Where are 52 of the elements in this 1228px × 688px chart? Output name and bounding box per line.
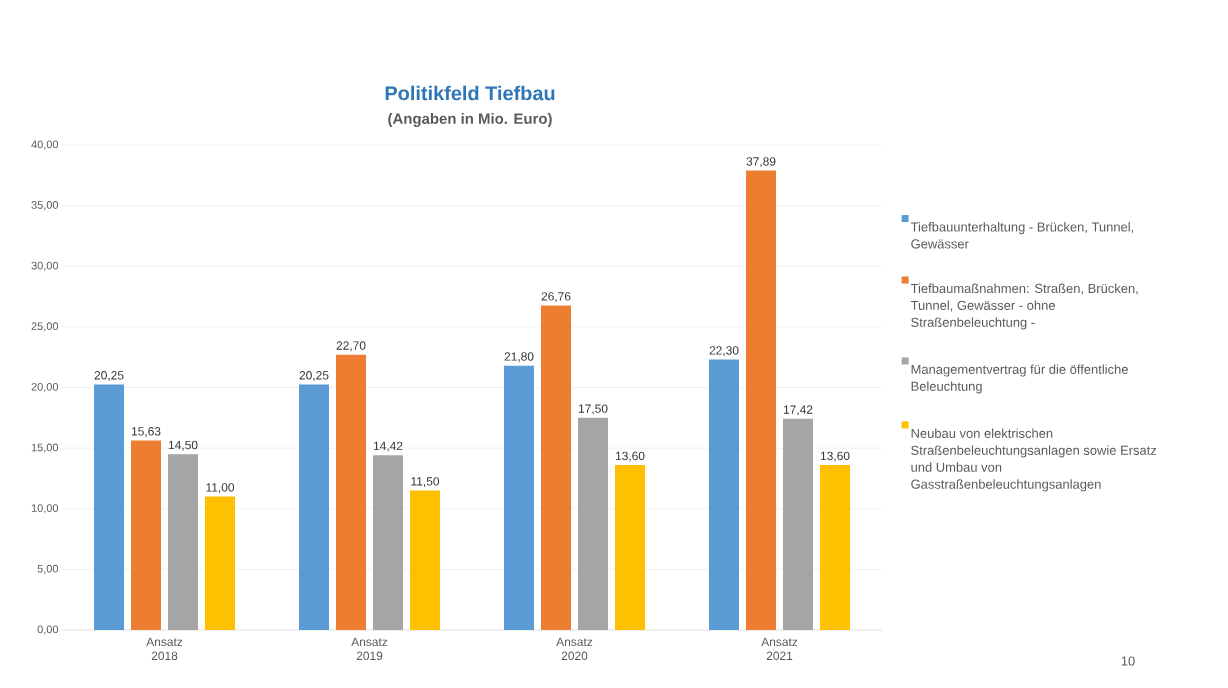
y-tick-label: 0,00 <box>37 625 59 635</box>
data-label: 11,50 <box>411 477 440 488</box>
y-tick-label: 30,00 <box>31 261 59 271</box>
bar <box>410 490 441 630</box>
legend-label: Tiefbauunterhaltung - Brücken, Tunnel, Gewässer <box>910 222 1134 249</box>
data-label: 20,25 <box>94 371 124 381</box>
bar <box>578 417 609 630</box>
chart-subtitle: (Angaben in Mio. Euro) <box>388 112 552 127</box>
bar <box>746 170 777 630</box>
y-tick-label: 10,00 <box>31 504 59 514</box>
data-label: 15,63 <box>131 427 161 437</box>
data-label: 20,25 <box>299 371 329 381</box>
y-tick-label: 15,00 <box>31 443 59 453</box>
x-tick-label: Ansatz 2018 <box>146 637 183 661</box>
data-label: 13,60 <box>820 451 850 462</box>
x-tick-label: Ansatz 2020 <box>556 637 593 661</box>
bar <box>709 359 740 630</box>
y-tick-label: 5,00 <box>37 564 59 574</box>
data-label: 14,42 <box>373 441 403 452</box>
bar <box>299 384 330 630</box>
data-label: 21,80 <box>504 352 534 363</box>
bar <box>131 440 162 630</box>
y-tick-label: 20,00 <box>31 382 59 393</box>
y-tick-label: 40,00 <box>31 140 59 150</box>
text: 10 <box>1121 656 1135 666</box>
bar <box>373 455 404 630</box>
bar <box>615 465 646 630</box>
legend-label: Managementvertrag für die öffentliche Beleuchtung <box>911 364 1128 394</box>
x-tick-label: Ansatz 2019 <box>351 637 388 661</box>
data-label: 13,60 <box>615 451 645 462</box>
data-label: 22,30 <box>709 346 739 357</box>
bar <box>541 305 572 630</box>
bar <box>504 365 535 630</box>
legend-label: Neubau von elektrischen Straßenbeleuchtungsanlagen sowie Ersatz und Umbau von Gasstraßenbeleuchtungsanlagen <box>911 428 1157 492</box>
bar <box>94 384 125 630</box>
bar <box>783 418 814 630</box>
y-tick-label: 25,00 <box>31 322 59 332</box>
bar <box>168 454 199 630</box>
data-label: 22,70 <box>336 341 366 352</box>
data-label: 37,89 <box>746 157 776 168</box>
x-tick-label: Ansatz 2021 <box>761 637 798 661</box>
legend-label: Tiefbaumaßnahmen: Straßen, Brücken, Tunnel, Gewässer - ohne Straßenbeleuchtung - <box>910 283 1138 330</box>
data-label: 17,50 <box>578 404 608 415</box>
data-label: 17,42 <box>783 405 813 416</box>
data-label: 11,00 <box>206 483 235 494</box>
bar <box>205 496 236 630</box>
data-label: 14,50 <box>168 440 198 451</box>
bar <box>820 465 851 630</box>
chart-title: Politikfeld Tiefbau <box>385 85 555 101</box>
data-label: 26,76 <box>541 292 571 302</box>
y-tick-label: 35,00 <box>31 201 59 211</box>
bar <box>336 354 367 630</box>
